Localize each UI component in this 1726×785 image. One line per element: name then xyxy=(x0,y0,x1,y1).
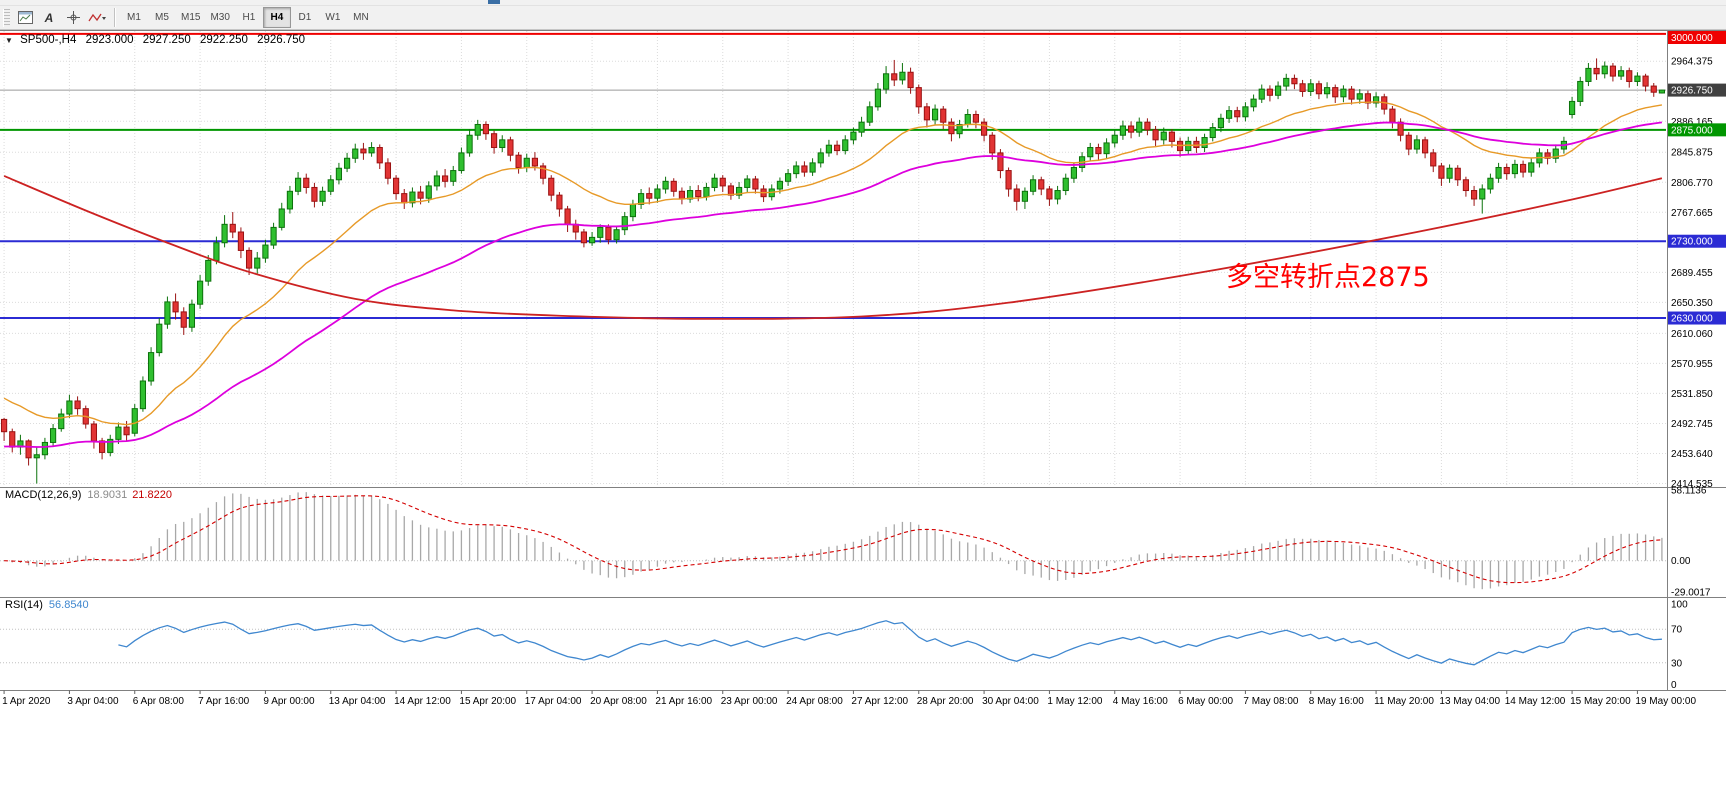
price-axis-label: 2926.750 xyxy=(1671,86,1713,97)
price-axis-label: 3000.000 xyxy=(1671,33,1713,44)
macd-axis-label: -29.0017 xyxy=(1671,588,1711,599)
time-axis-label: 13 Apr 04:00 xyxy=(329,696,386,707)
price-axis-label: 2767.665 xyxy=(1671,208,1713,219)
time-axis-label: 14 Apr 12:00 xyxy=(394,696,451,707)
timeframe-button-d1[interactable]: D1 xyxy=(291,7,319,28)
toolbar-separator xyxy=(114,8,115,27)
price-axis-label: 2414.535 xyxy=(1671,479,1713,490)
time-axis-label: 13 May 04:00 xyxy=(1439,696,1500,707)
timeframe-group: M1 M5 M15 M30 H1 H4 D1 W1 MN xyxy=(120,7,375,28)
price-level-tag xyxy=(1668,123,1726,137)
clipped-toolbar-row xyxy=(0,0,1726,6)
price-axis-label: 2806.770 xyxy=(1671,178,1713,189)
timeframe-button-w1[interactable]: W1 xyxy=(319,7,347,28)
indicator-zigzag-icon[interactable] xyxy=(85,7,109,28)
chart-window-icon[interactable] xyxy=(13,7,37,28)
time-axis-label: 27 Apr 12:00 xyxy=(851,696,908,707)
time-axis-label: 14 May 12:00 xyxy=(1505,696,1566,707)
time-axis-layer: 1 Apr 2020 3 Apr 04:00 6 Apr 08:00 7 Apr 16… xyxy=(2,690,1696,707)
timeframe-button-m5[interactable]: M5 xyxy=(148,7,176,28)
time-axis-label: 21 Apr 16:00 xyxy=(655,696,712,707)
moving-averages-layer xyxy=(3,101,1663,448)
price-axis-label: 2845.875 xyxy=(1671,148,1713,159)
time-axis-label: 9 Apr 00:00 xyxy=(263,696,315,707)
time-axis-label: 8 May 16:00 xyxy=(1309,696,1364,707)
toolbar: A M1 M5 M15 M30 H1 H4 D1 W1 MN xyxy=(0,6,1726,30)
slow-ma-line xyxy=(3,175,1663,320)
price-axis-label: 2453.640 xyxy=(1671,449,1713,460)
macd-layer xyxy=(0,492,1666,590)
price-axis-label: 2630.000 xyxy=(1671,314,1713,325)
rsi-layer xyxy=(0,620,1666,666)
price-axis-layer: 2964.375 2886.165 2845.875 2806.770 2767.665… xyxy=(1668,31,1726,490)
time-axis-label: 6 Apr 08:00 xyxy=(133,696,185,707)
price-axis-label: 2570.955 xyxy=(1671,359,1713,370)
rsi-axis-label: 0 xyxy=(1671,680,1677,691)
time-axis-label: 30 Apr 04:00 xyxy=(982,696,1039,707)
timeframe-button-h4[interactable]: H4 xyxy=(262,7,291,28)
macd-axis-label: 58.1136 xyxy=(1671,486,1707,497)
rsi-axis-label: 70 xyxy=(1671,625,1683,636)
rsi-axis-label: 100 xyxy=(1671,600,1688,611)
price-axis-label: 2689.455 xyxy=(1671,268,1713,279)
clipped-icon xyxy=(488,0,500,4)
price-level-tag xyxy=(1668,83,1726,97)
time-axis-label: 23 Apr 00:00 xyxy=(721,696,778,707)
timeframe-button-m15[interactable]: M15 xyxy=(176,7,205,28)
time-axis-label: 19 May 00:00 xyxy=(1635,696,1696,707)
rsi-axis-label: 30 xyxy=(1671,658,1683,669)
time-axis-label: 3 Apr 04:00 xyxy=(67,696,119,707)
time-axis-label: 6 May 00:00 xyxy=(1178,696,1233,707)
drawing-tools-group: A xyxy=(13,7,109,28)
price-axis-label: 2964.375 xyxy=(1671,57,1713,68)
chart-canvas[interactable]: 2964.375 2886.165 2845.875 2806.770 2767.665… xyxy=(0,30,1726,785)
crosshair-icon[interactable] xyxy=(61,7,85,28)
toolbar-grip[interactable] xyxy=(3,8,10,27)
timeframe-button-mn[interactable]: MN xyxy=(347,7,375,28)
time-axis-label: 4 May 16:00 xyxy=(1113,696,1168,707)
time-axis-label: 24 Apr 08:00 xyxy=(786,696,843,707)
time-axis-label: 20 Apr 08:00 xyxy=(590,696,647,707)
price-axis-label: 2610.060 xyxy=(1671,329,1713,340)
price-level-tag xyxy=(1668,31,1726,44)
price-axis-label: 2875.000 xyxy=(1671,125,1713,136)
price-level-tag xyxy=(1668,311,1726,325)
price-level-tag xyxy=(1668,234,1726,248)
price-axis-label: 2492.745 xyxy=(1671,419,1713,430)
time-axis-label: 28 Apr 20:00 xyxy=(917,696,974,707)
price-axis-label: 2531.850 xyxy=(1671,389,1713,400)
price-axis-label: 2886.165 xyxy=(1671,117,1713,128)
time-axis-label: 7 May 08:00 xyxy=(1243,696,1298,707)
time-axis-label: 7 Apr 16:00 xyxy=(198,696,250,707)
macd-signal-line xyxy=(4,495,1662,584)
price-axis-label: 2730.000 xyxy=(1671,237,1713,248)
candles-layer xyxy=(0,58,1666,484)
macd-axis-label: 0.00 xyxy=(1671,556,1691,567)
time-axis-label: 15 May 20:00 xyxy=(1570,696,1631,707)
text-label-icon[interactable]: A xyxy=(37,7,61,28)
timeframe-button-m30[interactable]: M30 xyxy=(205,7,234,28)
rsi-line xyxy=(118,620,1662,666)
separators-layer xyxy=(0,30,1726,691)
time-axis-label: 1 Apr 2020 xyxy=(2,696,51,707)
price-axis-label: 2650.350 xyxy=(1671,298,1713,309)
timeframe-button-m1[interactable]: M1 xyxy=(120,7,148,28)
chart-annotation-text[interactable]: 多空转折点2875 xyxy=(1226,262,1430,293)
time-axis-label: 15 Apr 20:00 xyxy=(459,696,516,707)
timeframe-button-h1[interactable]: H1 xyxy=(235,7,263,28)
time-axis-label: 1 May 12:00 xyxy=(1047,696,1102,707)
time-axis-label: 17 Apr 04:00 xyxy=(525,696,582,707)
time-axis-label: 11 May 20:00 xyxy=(1374,696,1434,707)
